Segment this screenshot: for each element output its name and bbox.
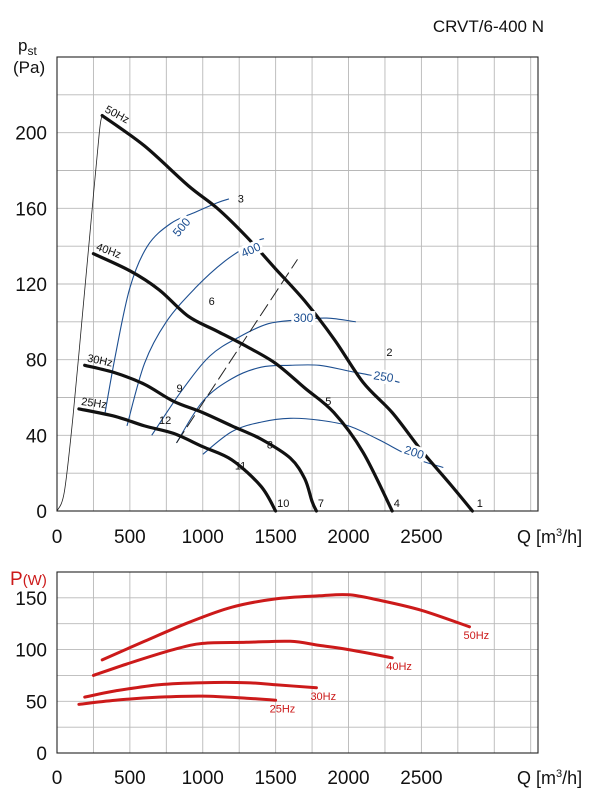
operating-point-number: 2 — [386, 347, 392, 359]
top-y-tick-label: 200 — [15, 124, 47, 145]
bottom-y-axis-label: P(W) — [10, 569, 47, 590]
dashed-limit-line — [176, 259, 298, 444]
bottom-plot-frame — [56, 571, 539, 754]
bottom-y-tick-label: 50 — [26, 692, 47, 713]
power-curve-label: 50Hz — [463, 630, 489, 642]
bottom-curves: 50Hz 40Hz 30Hz 25Hz — [77, 593, 489, 715]
bottom-x-tick-label: 0 — [52, 768, 63, 789]
fan-curve-label: 25Hz — [80, 396, 107, 411]
top-x-tick-label: 0 — [52, 527, 63, 548]
operating-point-number: 1 — [477, 498, 483, 510]
top-x-tick-label: 2500 — [400, 527, 442, 548]
top-x-tick-label: 1000 — [182, 527, 224, 548]
iso-label: 300 — [293, 311, 313, 325]
iso-curve-300 — [151, 317, 356, 436]
iso-label-group: 500 — [168, 213, 195, 241]
bottom-y-tick-label: 150 — [15, 589, 47, 610]
top-y-tick-labels: 0 40 80 120 160 200 — [15, 124, 47, 523]
iso-label: 200 — [402, 443, 426, 463]
iso-label-bg — [237, 238, 265, 262]
operating-point-number: 3 — [238, 194, 244, 206]
top-x-tick-labels: 0 500 1000 1500 2000 2500 — [52, 527, 443, 548]
top-curves: 50Hz40Hz30Hz25Hz500400300250200123456789… — [56, 104, 483, 513]
top-y-axis-label: pst — [18, 36, 37, 58]
bottom-x-tick-labels: 0 500 1000 1500 2000 2500 — [52, 768, 443, 789]
system-curve — [56, 115, 103, 512]
fan-curve-40Hz — [91, 252, 394, 513]
power-curve-label: 40Hz — [386, 661, 412, 673]
bottom-y-tick-label: 100 — [15, 641, 47, 662]
fan-curve-label: 30Hz — [86, 353, 114, 370]
chart-title: CRVT/6-400 N — [433, 17, 544, 36]
bottom-x-axis-label: Q [m3/h] — [517, 768, 582, 788]
bottom-grid — [57, 572, 538, 753]
iso-label-group: 200 — [400, 441, 428, 463]
fan-curve-label: 50Hz — [103, 104, 131, 127]
bottom-y-tick-label: 0 — [36, 744, 47, 765]
bottom-x-tick-label: 2500 — [400, 768, 442, 789]
operating-point-number: 7 — [318, 498, 324, 510]
iso-curve-250 — [176, 364, 400, 444]
power-curve-30Hz — [83, 680, 318, 699]
iso-label-bg — [291, 311, 316, 326]
top-x-axis-label: Q [m3/h] — [517, 527, 582, 547]
top-y-axis-unit: (Pa) — [13, 58, 45, 77]
power-curve-label: 25Hz — [270, 703, 296, 715]
operating-point-number: 6 — [209, 296, 215, 308]
power-curve-50Hz — [100, 593, 471, 662]
operating-point-number: 4 — [394, 498, 400, 510]
top-y-tick-label: 160 — [15, 199, 47, 220]
iso-label-group: 400 — [237, 238, 265, 262]
top-y-tick-label: 120 — [15, 275, 47, 296]
bottom-y-tick-labels: 0 50 100 150 — [15, 589, 47, 765]
iso-label: 250 — [373, 368, 395, 385]
top-plot-frame — [56, 56, 539, 512]
top-x-tick-label: 1500 — [254, 527, 296, 548]
power-curve-40Hz — [91, 639, 394, 677]
iso-label-bg — [168, 213, 195, 241]
operating-point-number: 12 — [159, 415, 171, 427]
top-x-tick-label: 500 — [114, 527, 146, 548]
top-y-tick-label: 40 — [26, 426, 47, 447]
operating-point-number: 8 — [267, 440, 273, 452]
bottom-x-tick-label: 2000 — [327, 768, 369, 789]
iso-label-group: 250 — [370, 367, 397, 386]
iso-curve-500 — [104, 198, 230, 413]
iso-label-bg — [370, 367, 397, 386]
operating-point-number: 10 — [277, 498, 289, 510]
top-x-tick-label: 2000 — [327, 527, 369, 548]
operating-point-number: 5 — [325, 396, 331, 408]
top-grid — [57, 57, 538, 511]
fan-curve-label: 40Hz — [94, 241, 122, 261]
top-y-tick-label: 0 — [36, 502, 47, 523]
power-curve-label: 30Hz — [310, 691, 336, 703]
iso-label-group: 300 — [291, 311, 316, 326]
operating-point-number: 9 — [177, 383, 183, 395]
bottom-x-tick-label: 1500 — [254, 768, 296, 789]
iso-label-bg — [400, 441, 428, 463]
fan-curve-30Hz — [83, 363, 318, 513]
power-curve-25Hz — [77, 694, 278, 706]
bottom-x-tick-label: 1000 — [182, 768, 224, 789]
top-y-tick-label: 80 — [26, 351, 47, 372]
operating-point-number: 11 — [235, 460, 246, 472]
bottom-x-tick-label: 500 — [114, 768, 146, 789]
fan-curve-25Hz — [77, 407, 278, 513]
